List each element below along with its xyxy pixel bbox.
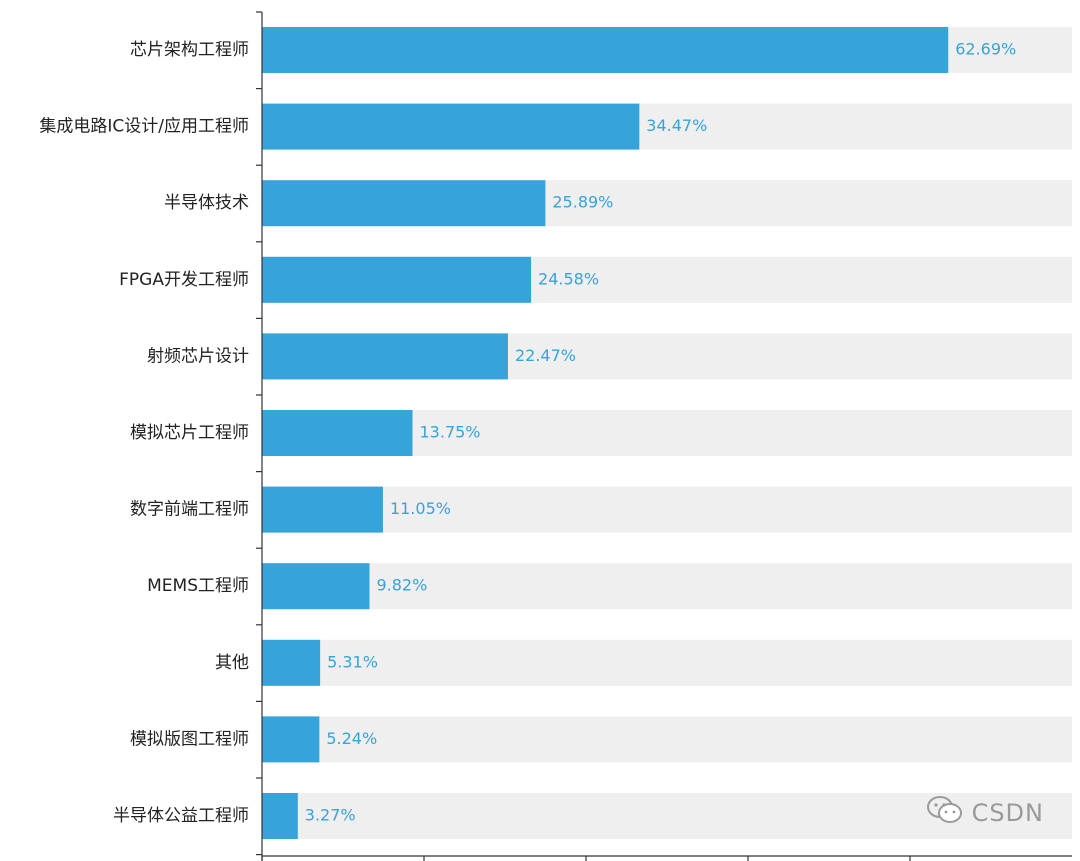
value-label: 3.27% [305, 806, 356, 825]
category-label: MEMS工程师 [147, 576, 249, 596]
category-label: 半导体公益工程师 [113, 806, 249, 826]
value-label: 22.47% [515, 346, 576, 365]
category-label: 芯片架构工程师 [130, 40, 249, 60]
watermark: CSDN [926, 795, 1044, 831]
category-label: FPGA开发工程师 [119, 270, 249, 290]
bars [262, 27, 949, 839]
value-labels: 62.69% 34.47% 25.89% 24.58% 22.47% 13.75% 11.0… [305, 40, 1016, 825]
value-label: 24.58% [538, 269, 599, 288]
category-label: 数字前端工程师 [130, 500, 249, 520]
bar [262, 27, 949, 73]
value-label: 34.47% [646, 116, 707, 135]
value-label: 25.89% [552, 193, 613, 212]
value-label: 5.31% [327, 652, 378, 671]
bar [262, 716, 320, 763]
bar [262, 180, 546, 227]
category-label: 半导体技术 [164, 193, 249, 213]
bar-track [262, 639, 1072, 686]
category-label: 模拟芯片工程师 [130, 423, 249, 443]
axes [256, 11, 1072, 861]
value-label: 62.69% [955, 40, 1016, 59]
value-label: 9.82% [376, 576, 427, 595]
watermark-text: CSDN [971, 799, 1044, 827]
bar [262, 793, 298, 839]
bar [262, 103, 640, 150]
bar [262, 333, 508, 380]
bar [262, 639, 321, 686]
value-label: 5.24% [326, 729, 377, 748]
bar [262, 410, 413, 456]
value-label: 13.75% [420, 423, 481, 442]
category-label: 其他 [215, 653, 249, 673]
category-label: 模拟版图工程师 [130, 729, 249, 749]
category-label: 集成电路IC设计/应用工程师 [39, 117, 249, 137]
bar [262, 563, 370, 610]
bar-track [262, 716, 1072, 763]
value-label: 11.05% [390, 499, 451, 518]
wechat-icon [926, 795, 964, 831]
bar [262, 256, 532, 303]
bar [262, 486, 383, 533]
bar-track [262, 486, 1072, 533]
category-label: 射频芯片设计 [147, 346, 249, 366]
bar-track [262, 563, 1072, 610]
